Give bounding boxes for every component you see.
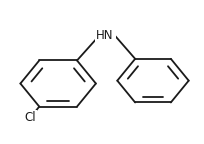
- Text: HN: HN: [96, 29, 114, 42]
- Text: Cl: Cl: [24, 111, 36, 124]
